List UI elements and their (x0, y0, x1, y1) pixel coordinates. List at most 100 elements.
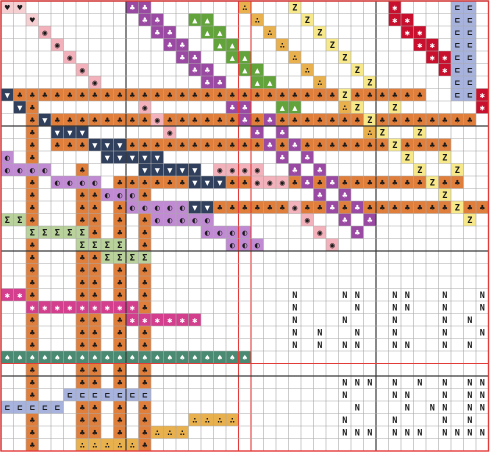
stitch-white_n[interactable] (288, 301, 302, 314)
stitch-orange[interactable] (338, 176, 352, 189)
stitch-tan[interactable] (151, 426, 164, 439)
stitch-orange[interactable] (313, 201, 327, 214)
stitch-white_n[interactable] (438, 301, 452, 314)
stitch-orange[interactable] (26, 313, 39, 327)
stitch-orange[interactable] (76, 88, 89, 102)
stitch-orange[interactable] (251, 138, 264, 152)
stitch-white_n[interactable] (426, 401, 439, 414)
stitch-red[interactable] (426, 38, 439, 52)
stitch-orange[interactable] (88, 263, 102, 277)
stitch-orange[interactable] (113, 176, 127, 189)
stitch-sage[interactable] (13, 213, 27, 227)
stitch-orange[interactable] (26, 101, 39, 114)
stitch-orange[interactable] (88, 313, 102, 327)
stitch-orange[interactable] (463, 201, 477, 214)
stitch-orange[interactable] (213, 88, 227, 102)
stitch-tan[interactable] (276, 38, 289, 52)
stitch-navy[interactable] (88, 138, 102, 152)
stitch-orange[interactable] (26, 251, 39, 264)
stitch-orange[interactable] (113, 426, 127, 439)
stitch-orange[interactable] (76, 276, 89, 289)
stitch-purple[interactable] (126, 1, 139, 14)
stitch-orange[interactable] (26, 326, 39, 339)
stitch-yellow[interactable] (338, 88, 352, 102)
stitch-pink_dot[interactable] (88, 76, 102, 89)
stitch-tan[interactable] (238, 1, 252, 14)
stitch-yellow[interactable] (413, 126, 427, 139)
stitch-purple[interactable] (138, 1, 152, 14)
stitch-teal[interactable] (201, 351, 214, 364)
stitch-orange[interactable] (463, 113, 477, 127)
stitch-yellow[interactable] (363, 113, 377, 127)
stitch-blue_light[interactable] (463, 88, 477, 102)
stitch-orange[interactable] (51, 138, 64, 152)
stitch-yellow[interactable] (426, 176, 439, 189)
stitch-magenta[interactable] (138, 313, 152, 327)
stitch-orange[interactable] (213, 201, 227, 214)
stitch-white_n[interactable] (476, 388, 489, 402)
stitch-orange[interactable] (401, 201, 414, 214)
stitch-orange[interactable] (113, 338, 127, 352)
stitch-white_n[interactable] (438, 388, 452, 402)
stitch-orange[interactable] (26, 151, 39, 164)
stitch-orange[interactable] (413, 176, 427, 189)
stitch-orange[interactable] (238, 138, 252, 152)
stitch-white_n[interactable] (438, 313, 452, 327)
stitch-orange[interactable] (126, 176, 139, 189)
stitch-white_n[interactable] (463, 426, 477, 439)
stitch-orange[interactable] (26, 276, 39, 289)
stitch-orange[interactable] (188, 88, 202, 102)
stitch-yellow[interactable] (401, 151, 414, 164)
stitch-purple[interactable] (226, 101, 239, 114)
stitch-orange[interactable] (226, 88, 239, 102)
stitch-orange[interactable] (88, 363, 102, 377)
stitch-orange[interactable] (338, 138, 352, 152)
stitch-orange[interactable] (88, 251, 102, 264)
stitch-orange[interactable] (238, 201, 252, 214)
stitch-orange[interactable] (201, 88, 214, 102)
stitch-yellow[interactable] (438, 188, 452, 202)
stitch-orange[interactable] (451, 113, 464, 127)
stitch-orange[interactable] (26, 201, 39, 214)
stitch-lilac[interactable] (13, 163, 27, 177)
stitch-sage[interactable] (101, 251, 114, 264)
stitch-magenta[interactable] (51, 301, 64, 314)
stitch-white_n[interactable] (313, 326, 327, 339)
stitch-orange[interactable] (351, 88, 364, 102)
stitch-orange[interactable] (426, 113, 439, 127)
stitch-yellow[interactable] (451, 201, 464, 214)
stitch-purple[interactable] (151, 13, 164, 27)
stitch-navy[interactable] (63, 126, 77, 139)
stitch-orange[interactable] (76, 313, 89, 327)
stitch-pink_dot[interactable] (38, 26, 52, 39)
stitch-orange[interactable] (63, 113, 77, 127)
stitch-orange[interactable] (313, 88, 327, 102)
stitch-orange[interactable] (51, 88, 64, 102)
stitch-orange[interactable] (301, 113, 314, 127)
stitch-blue_light[interactable] (463, 38, 477, 52)
stitch-orange[interactable] (138, 113, 152, 127)
stitch-orange[interactable] (26, 88, 39, 102)
stitch-orange[interactable] (113, 401, 127, 414)
stitch-orange[interactable] (363, 201, 377, 214)
stitch-orange[interactable] (113, 113, 127, 127)
stitch-red[interactable] (426, 51, 439, 64)
stitch-yellow[interactable] (438, 151, 452, 164)
stitch-orange[interactable] (301, 88, 314, 102)
stitch-lilac[interactable] (1, 163, 14, 177)
stitch-green[interactable] (251, 63, 264, 77)
stitch-orange[interactable] (113, 288, 127, 302)
stitch-white_n[interactable] (388, 313, 402, 327)
stitch-blue_light[interactable] (13, 401, 27, 414)
stitch-orange[interactable] (76, 213, 89, 227)
stitch-yellow[interactable] (388, 138, 402, 152)
stitch-lilac[interactable] (51, 176, 64, 189)
stitch-magenta[interactable] (163, 313, 177, 327)
stitch-teal[interactable] (126, 351, 139, 364)
stitch-orange[interactable] (88, 276, 102, 289)
stitch-orange[interactable] (413, 88, 427, 102)
stitch-orange[interactable] (363, 138, 377, 152)
stitch-white_n[interactable] (388, 388, 402, 402)
stitch-orange[interactable] (288, 88, 302, 102)
stitch-purple[interactable] (288, 138, 302, 152)
